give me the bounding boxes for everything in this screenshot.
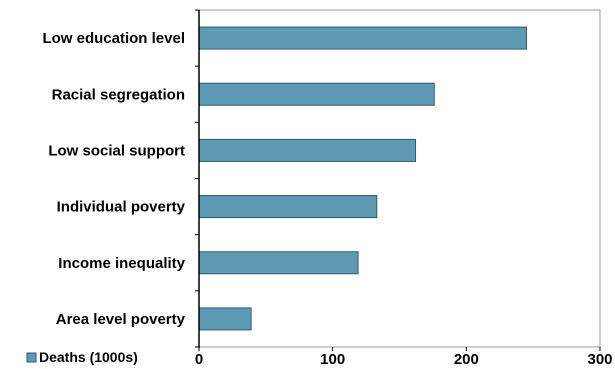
category-label-4: Income inequality [58,255,185,272]
category-label-1: Racial segregation [52,86,185,103]
bar-3 [198,195,378,219]
plot-area [198,9,601,348]
bar-1 [198,82,435,106]
x-tick-label-2: 200 [454,351,479,368]
category-label-5: Area level poverty [56,311,186,328]
category-labels: Low education level Racial segregation Low… [42,30,185,328]
legend: Deaths (1000s) [26,349,138,365]
x-tick-label-3: 300 [587,351,612,368]
legend-swatch [26,352,37,363]
bar-2 [198,138,417,162]
x-tick-label-1: 100 [320,351,345,368]
bar-4 [198,251,359,275]
category-label-3: Individual poverty [57,199,186,216]
category-label-0: Low education level [42,30,185,47]
x-tick-label-0: 0 [195,351,203,368]
bar-0 [198,26,527,50]
bar-5 [198,307,252,331]
category-label-2: Low social support [48,142,185,159]
x-axis-ticks: 0 100 200 300 [195,347,613,368]
y-axis-ticks [195,9,199,348]
legend-label: Deaths (1000s) [39,349,138,365]
bars-group [198,26,527,331]
